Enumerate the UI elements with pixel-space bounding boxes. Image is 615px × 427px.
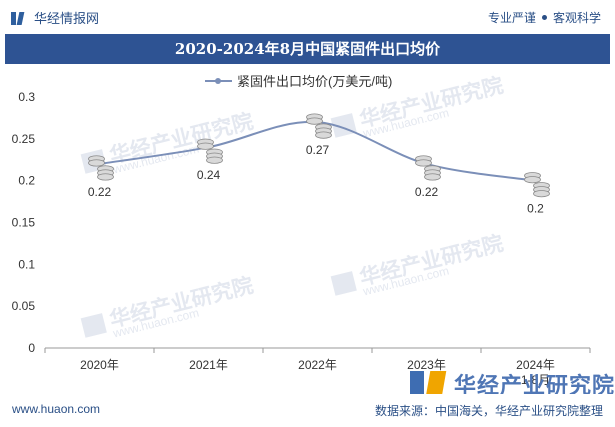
y-tick-label: 0 xyxy=(28,341,35,355)
coin-icon xyxy=(97,173,114,181)
y-tick-label: 0.3 xyxy=(18,90,35,104)
coin-icon xyxy=(88,159,105,167)
y-tick-label: 0.05 xyxy=(12,299,36,313)
corner-logo-icon xyxy=(408,369,448,399)
line-chart: 紧固件出口均价(万美元/吨) 0 0.05 0.1 0.15 0.2 0.25 0.3 2020… xyxy=(12,74,591,387)
data-point-coin-stack-icon xyxy=(524,172,550,198)
coin-icon xyxy=(533,190,550,198)
brand-logo-icon xyxy=(10,10,26,26)
data-point-coin-stack-icon xyxy=(306,113,332,139)
x-tick-label: 1-8月 xyxy=(521,373,550,387)
title-bar: 2020-2024年8月中国紧固件出口均价 xyxy=(5,34,610,64)
chart-title: 2020-2024年8月中国紧固件出口均价 xyxy=(174,40,441,58)
coin-icon xyxy=(424,173,441,181)
data-label: 0.22 xyxy=(88,185,112,199)
website-link[interactable]: www.huaon.com xyxy=(12,402,101,416)
data-point-coin-stack-icon xyxy=(197,138,223,164)
legend-marker xyxy=(215,78,221,84)
footer: www.huaon.com 数据来源：中国海关，华经产业研究院整理 xyxy=(0,394,615,427)
tagline-right: 客观科学 xyxy=(552,11,601,25)
legend-label: 紧固件出口均价(万美元/吨) xyxy=(237,74,392,89)
x-tick-label: 2022年 xyxy=(298,358,337,372)
data-source: 数据来源：中国海关，华经产业研究院整理 xyxy=(374,404,603,418)
coin-icon xyxy=(415,159,432,167)
tagline-left: 专业严谨 xyxy=(487,11,536,25)
y-tick-label: 0.25 xyxy=(12,132,36,146)
coin-icon xyxy=(524,176,541,184)
y-tick-label: 0.2 xyxy=(18,174,35,188)
coin-icon xyxy=(315,131,332,139)
data-label: 0.24 xyxy=(197,168,221,182)
corner-watermark: 华经产业研究院 xyxy=(408,368,615,400)
data-point-coin-stack-icon xyxy=(415,155,441,181)
brand-name: 华经情报网 xyxy=(34,11,100,26)
y-tick-label: 0.15 xyxy=(12,216,36,230)
data-label: 0.22 xyxy=(415,185,439,199)
coin-icon xyxy=(306,117,323,125)
x-tick-label: 2020年 xyxy=(80,358,119,372)
x-tick-label: 2023年 xyxy=(407,358,446,372)
data-point-coin-stack-icon xyxy=(88,155,114,181)
top-bar: 华经情报网 专业严谨 客观科学 xyxy=(0,0,615,34)
coin-icon xyxy=(197,142,214,150)
x-tick-label: 2021年 xyxy=(189,358,228,372)
y-tick-label: 0.1 xyxy=(18,257,35,271)
x-tick-label: 2024年 xyxy=(516,358,555,372)
tagline: 专业严谨 客观科学 xyxy=(488,9,601,26)
brand[interactable]: 华经情报网 xyxy=(10,8,99,27)
coin-icon xyxy=(206,156,223,164)
dot-separator-icon xyxy=(541,15,547,20)
corner-watermark-text: 华经产业研究院 xyxy=(454,373,615,398)
data-label: 0.2 xyxy=(527,202,544,216)
data-label: 0.27 xyxy=(306,143,330,157)
